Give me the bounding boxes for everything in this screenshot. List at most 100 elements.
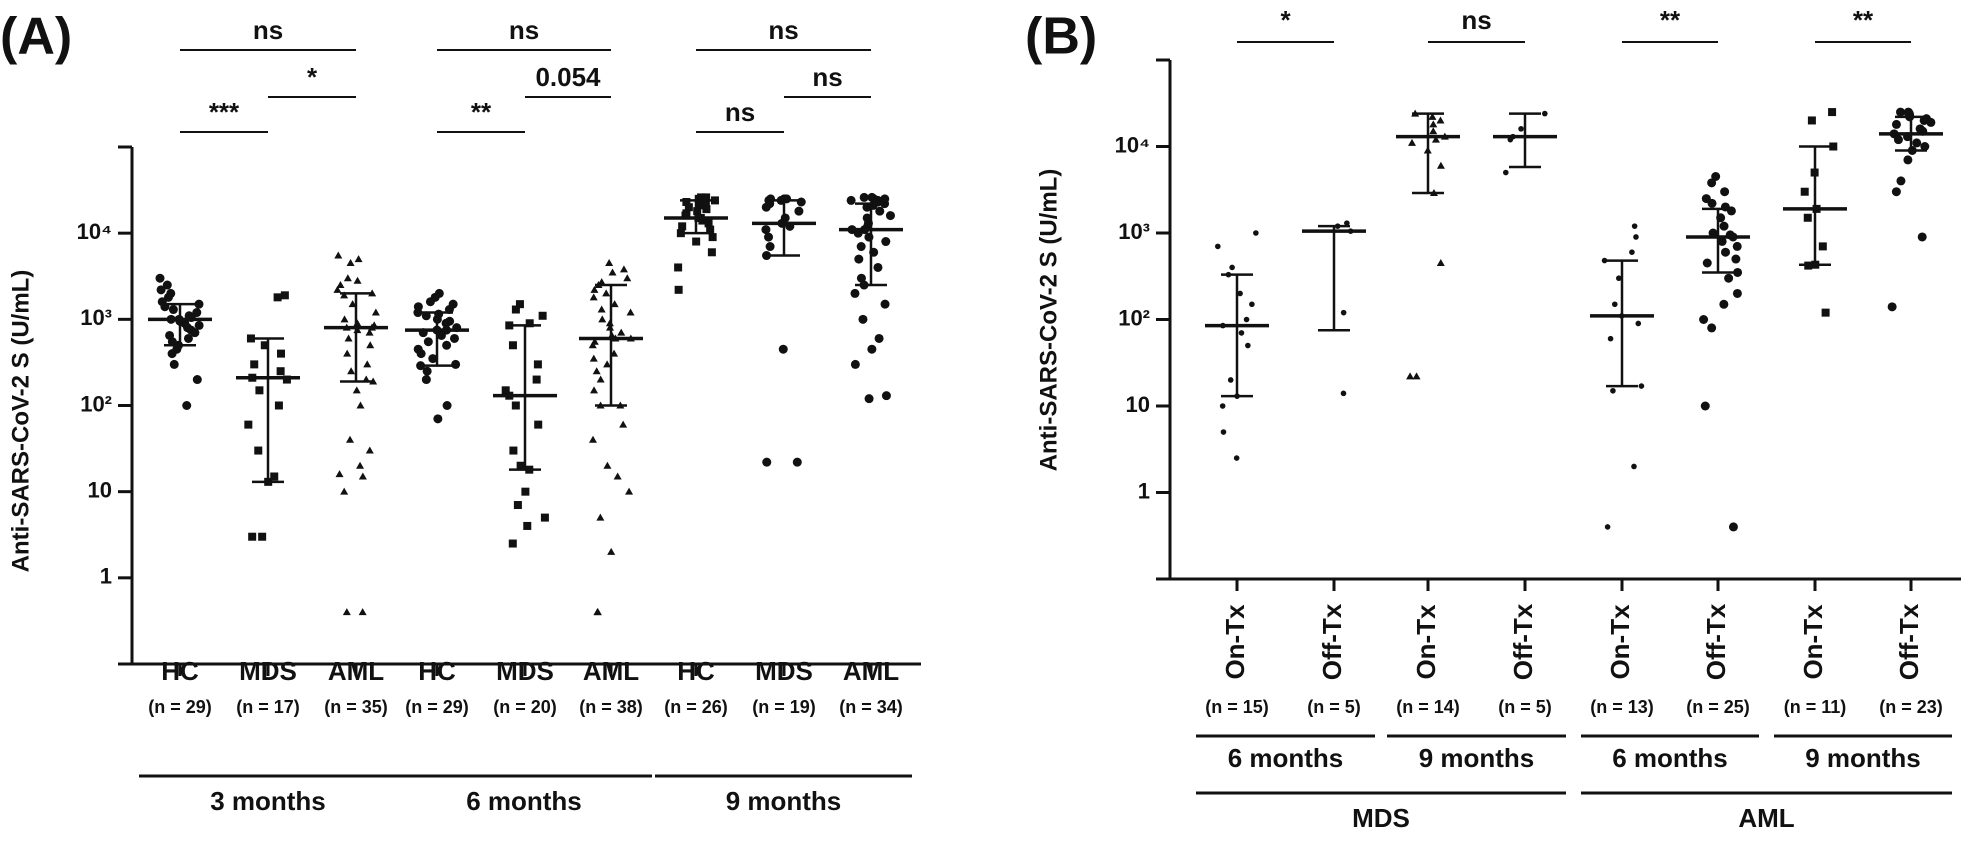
- point: [588, 435, 597, 443]
- x-tick-label: AML: [843, 656, 899, 686]
- point: [363, 360, 372, 368]
- point: [1245, 342, 1251, 349]
- significance-label: **: [1853, 5, 1874, 35]
- point: [1821, 308, 1830, 317]
- significance-label: *: [307, 62, 318, 92]
- point: [248, 532, 257, 541]
- n-label: (n = 25): [1686, 697, 1750, 717]
- point: [416, 361, 426, 371]
- significance-label: **: [471, 97, 492, 127]
- point: [603, 461, 612, 469]
- point: [354, 255, 363, 263]
- point: [365, 328, 374, 336]
- point: [1732, 288, 1742, 298]
- point: [850, 288, 860, 298]
- point: [347, 367, 356, 375]
- point: [163, 292, 173, 302]
- point: [336, 281, 345, 289]
- significance-label: *: [1280, 5, 1291, 35]
- x-tick-label: MDS: [239, 656, 297, 686]
- point: [623, 274, 632, 282]
- significance-label: ns: [1461, 5, 1491, 35]
- point: [794, 206, 804, 216]
- point: [694, 194, 703, 203]
- point: [366, 341, 375, 349]
- point: [1912, 138, 1922, 148]
- point: [1238, 330, 1245, 336]
- point: [1431, 135, 1440, 143]
- point: [334, 251, 343, 259]
- point: [1903, 155, 1913, 165]
- point: [501, 386, 510, 395]
- point: [1429, 127, 1438, 135]
- group-label: 9 months: [1419, 743, 1535, 773]
- point: [343, 274, 352, 282]
- panel-label: (A): [0, 8, 72, 66]
- point: [778, 344, 788, 354]
- point: [792, 457, 802, 467]
- x-tick-label: On-Tx: [1605, 604, 1635, 680]
- significance-label: ***: [209, 97, 240, 127]
- point: [796, 197, 806, 207]
- point: [682, 197, 691, 206]
- point: [619, 265, 628, 273]
- point: [706, 225, 715, 234]
- point: [413, 308, 423, 318]
- point: [356, 461, 365, 469]
- significance-label: ns: [253, 15, 283, 45]
- y-tick-label: 10²: [1118, 305, 1150, 330]
- point: [346, 435, 355, 443]
- point: [344, 334, 353, 342]
- point: [684, 203, 693, 212]
- point: [1893, 135, 1903, 145]
- n-label: (n = 19): [752, 697, 816, 717]
- x-tick-label: MDS: [755, 656, 813, 686]
- x-tick-label: Off-Tx: [1317, 603, 1347, 680]
- point: [598, 315, 607, 323]
- group-label: 9 months: [1805, 743, 1921, 773]
- point: [353, 276, 362, 284]
- point: [277, 349, 286, 358]
- n-label: (n = 34): [839, 697, 903, 717]
- x-tick-label: MDS: [496, 656, 554, 686]
- point: [695, 201, 704, 210]
- y-axis-label: Anti-SARS-CoV-2 S (U/mL): [1035, 169, 1062, 472]
- point: [371, 308, 380, 316]
- point: [192, 375, 202, 385]
- point: [1818, 242, 1827, 251]
- point: [433, 414, 443, 424]
- point: [1720, 247, 1730, 257]
- point: [1702, 258, 1712, 268]
- point: [523, 521, 532, 530]
- x-tick-label: AML: [328, 656, 384, 686]
- x-tick-label: On-Tx: [1798, 604, 1828, 680]
- point: [244, 420, 253, 429]
- point: [1220, 429, 1227, 435]
- n-label: (n = 11): [1784, 697, 1847, 717]
- x-tick-label: Off-Tx: [1508, 603, 1538, 680]
- point: [1719, 299, 1729, 309]
- x-tick-label: HC: [418, 656, 456, 686]
- point: [276, 367, 285, 376]
- point: [1237, 290, 1243, 297]
- point: [1891, 119, 1901, 129]
- point: [356, 401, 365, 409]
- point: [423, 337, 433, 347]
- n-label: (n = 14): [1396, 697, 1460, 717]
- point: [358, 608, 367, 616]
- point: [602, 289, 611, 297]
- point: [707, 248, 716, 257]
- y-tick-label: 10³: [80, 305, 112, 330]
- point: [761, 202, 771, 212]
- point: [449, 333, 459, 343]
- point: [1699, 315, 1709, 324]
- point: [1633, 234, 1639, 240]
- point: [1518, 126, 1524, 132]
- n-label: (n = 13): [1590, 697, 1654, 717]
- point: [875, 206, 885, 216]
- point: [521, 487, 530, 496]
- point: [1229, 264, 1235, 271]
- point: [442, 401, 452, 410]
- point: [509, 446, 518, 455]
- point: [1917, 232, 1927, 242]
